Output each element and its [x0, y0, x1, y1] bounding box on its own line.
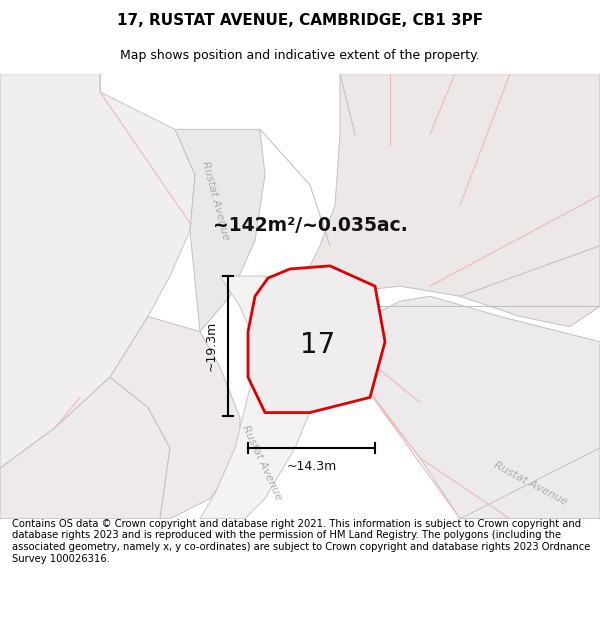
Text: 17, RUSTAT AVENUE, CAMBRIDGE, CB1 3PF: 17, RUSTAT AVENUE, CAMBRIDGE, CB1 3PF [117, 13, 483, 28]
Polygon shape [110, 316, 240, 519]
Polygon shape [248, 266, 385, 412]
Text: Rustat Avenue: Rustat Avenue [240, 424, 284, 503]
Text: Map shows position and indicative extent of the property.: Map shows position and indicative extent… [120, 49, 480, 62]
Polygon shape [200, 276, 330, 519]
Polygon shape [345, 296, 600, 519]
Text: Contains OS data © Crown copyright and database right 2021. This information is : Contains OS data © Crown copyright and d… [12, 519, 590, 564]
Polygon shape [0, 74, 195, 468]
Polygon shape [305, 74, 600, 327]
Polygon shape [175, 129, 265, 332]
Text: ~142m²/~0.035ac.: ~142m²/~0.035ac. [212, 216, 407, 235]
Text: Rustat Avenue: Rustat Avenue [200, 159, 230, 241]
Text: ~19.3m: ~19.3m [205, 321, 218, 371]
Text: ~14.3m: ~14.3m [286, 460, 337, 473]
Text: 17: 17 [301, 331, 335, 359]
Polygon shape [460, 448, 600, 519]
Text: Rustat Avenue: Rustat Avenue [491, 460, 568, 507]
Polygon shape [0, 74, 100, 92]
Polygon shape [0, 377, 170, 519]
